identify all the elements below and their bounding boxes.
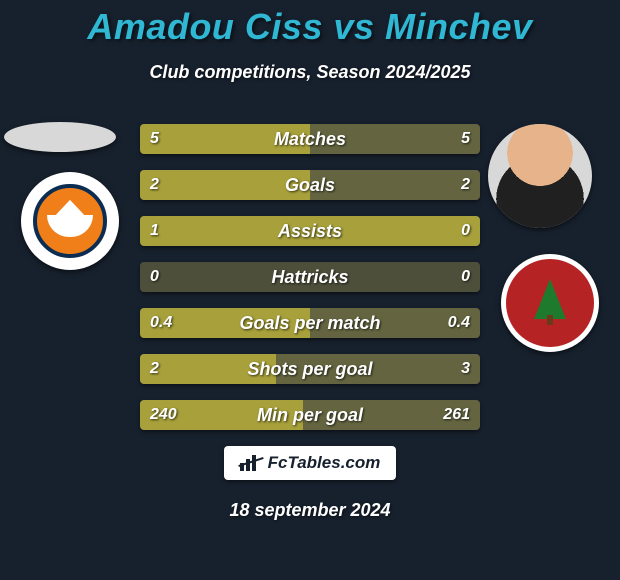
- player-left-avatar: [4, 122, 116, 152]
- bar-track: [140, 308, 480, 338]
- player-right-avatar-art: [488, 124, 592, 228]
- bar-track: [140, 354, 480, 384]
- bar-segment-right: [310, 124, 480, 154]
- bar-track: [140, 400, 480, 430]
- club-badge-left: [21, 172, 119, 270]
- bar-segment-right: [276, 354, 480, 384]
- chart-icon: [240, 455, 262, 471]
- club-badge-right: [501, 254, 599, 352]
- bar-segment-left: [140, 124, 310, 154]
- bar-row: 55Matches: [140, 124, 480, 154]
- bar-row: 240261Min per goal: [140, 400, 480, 430]
- player-right-avatar: [488, 124, 592, 228]
- club-badge-left-art: [33, 184, 107, 258]
- page-subtitle: Club competitions, Season 2024/2025: [0, 62, 620, 83]
- bar-segment-left: [140, 308, 310, 338]
- bar-segment-left: [140, 216, 480, 246]
- bar-row: 22Goals: [140, 170, 480, 200]
- bar-row: 00Hattricks: [140, 262, 480, 292]
- bar-track: [140, 216, 480, 246]
- bar-row: 0.40.4Goals per match: [140, 308, 480, 338]
- footer-date: 18 september 2024: [0, 500, 620, 521]
- bar-segment-left: [140, 354, 276, 384]
- bar-row: 10Assists: [140, 216, 480, 246]
- bar-row: 23Shots per goal: [140, 354, 480, 384]
- bar-track: [140, 170, 480, 200]
- bar-segment-right: [310, 170, 480, 200]
- bar-segment-left: [140, 170, 310, 200]
- club-badge-right-art: [534, 279, 566, 319]
- bar-segment-left: [140, 262, 480, 292]
- page-title: Amadou Ciss vs Minchev: [0, 6, 620, 48]
- bar-track: [140, 124, 480, 154]
- footer-logo: FcTables.com: [224, 446, 396, 480]
- comparison-bars: 55Matches 22Goals 10Assists 00Hattricks 0.40…: [140, 124, 480, 446]
- bar-segment-left: [140, 400, 303, 430]
- bar-segment-right: [303, 400, 480, 430]
- bar-track: [140, 262, 480, 292]
- footer-logo-text: FcTables.com: [268, 453, 381, 473]
- bar-segment-right: [310, 308, 480, 338]
